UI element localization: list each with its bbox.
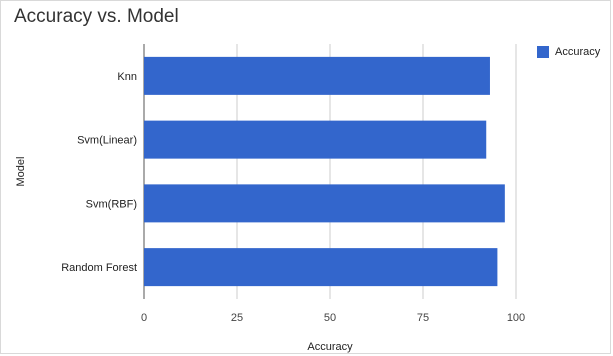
category-label: Svm(Linear) [77, 135, 137, 147]
legend: Accuracy [537, 46, 600, 58]
category-label: Svm(RBF) [86, 198, 137, 210]
x-tick-label: 100 [507, 312, 525, 324]
bar [144, 184, 505, 223]
x-tick-label: 50 [324, 312, 336, 324]
legend-label: Accuracy [555, 46, 601, 58]
legend-swatch [537, 46, 549, 58]
y-axis-title: Model [15, 157, 27, 187]
bar [144, 120, 487, 159]
bars [144, 56, 505, 287]
category-labels: Knn Svm(Linear) Svm(RBF) Random Forest [61, 71, 137, 274]
x-tick-label: 75 [417, 312, 429, 324]
bar [144, 248, 498, 287]
category-label: Random Forest [61, 262, 137, 274]
x-tick-label: 0 [141, 312, 147, 324]
bar [144, 56, 490, 95]
chart-title: Accuracy vs. Model [14, 6, 179, 27]
x-tick-label: 25 [231, 312, 243, 324]
category-label: Knn [117, 71, 137, 83]
x-tick-labels: 0 25 50 75 100 [141, 312, 525, 324]
x-axis-title: Accuracy [307, 341, 353, 353]
